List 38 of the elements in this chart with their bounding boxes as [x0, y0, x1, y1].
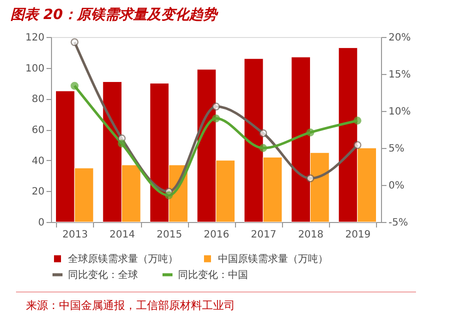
legend-label: 中国原镁需求量（万吨） — [218, 252, 328, 265]
point — [70, 82, 79, 90]
y2-tick-label: 5% — [388, 144, 404, 154]
y-tick-label: 120 — [25, 32, 44, 44]
point — [353, 116, 362, 125]
chart-title: 图表 20：原镁需求量及变化趋势 — [10, 6, 219, 23]
y-tick-label: 40 — [32, 156, 44, 167]
point — [212, 114, 220, 122]
point — [306, 174, 314, 182]
y2-tick-label: 0% — [388, 180, 404, 192]
point — [259, 144, 268, 152]
x-tick-label: 2015 — [156, 230, 182, 240]
source-note: 来源：中国金属通报，工信部原材料工业司 — [26, 299, 235, 312]
y2-tick-label: 15% — [388, 70, 411, 80]
x-tick-label: 2013 — [62, 230, 88, 240]
point — [164, 191, 173, 200]
legend-label: 同比变化：全球 — [68, 268, 138, 281]
y-tick-label: 60 — [32, 125, 44, 136]
point — [212, 102, 220, 111]
x-tick-label: 2014 — [109, 230, 135, 240]
point — [70, 38, 79, 46]
y-tick-label: 0 — [38, 218, 44, 228]
x-tick-label: 2017 — [250, 230, 276, 240]
y2-tick-label: -5% — [388, 218, 408, 228]
point — [259, 129, 268, 138]
y2-tick-label: 20% — [388, 32, 411, 44]
point — [118, 140, 126, 148]
x-tick-label: 2019 — [345, 230, 371, 240]
y-tick-label: 80 — [32, 94, 44, 106]
y2-tick-label: 10% — [388, 106, 411, 118]
x-tick-label: 2016 — [204, 230, 230, 240]
legend-label: 全球原镁需求量（万吨） — [68, 252, 178, 265]
point — [306, 128, 314, 136]
x-tick-label: 2018 — [298, 230, 324, 240]
y-tick-label: 20 — [32, 186, 44, 198]
legend-label: 同比变化：中国 — [178, 268, 248, 281]
point — [353, 141, 362, 149]
y-tick-label: 100 — [25, 63, 44, 74]
